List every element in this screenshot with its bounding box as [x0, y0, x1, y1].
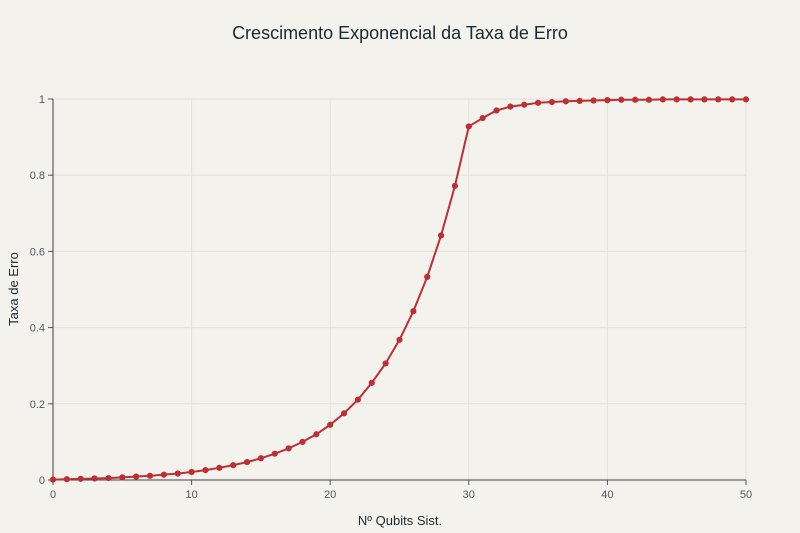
- data-point: [465, 123, 472, 130]
- data-point: [299, 438, 306, 445]
- data-point: [49, 476, 57, 483]
- data-point: [715, 96, 722, 103]
- series-line: [52, 98, 746, 481]
- data-point: [396, 336, 403, 343]
- data-point: [63, 476, 70, 483]
- data-point: [368, 379, 375, 386]
- y-tick-label: 0.2: [30, 399, 45, 411]
- data-point: [576, 97, 583, 105]
- data-point: [673, 96, 680, 103]
- x-tick-label: 50: [740, 489, 752, 501]
- data-point: [410, 308, 417, 315]
- axes: [52, 99, 746, 481]
- x-tick-label: 20: [324, 489, 336, 501]
- data-point: [632, 96, 639, 103]
- data-point: [160, 471, 167, 478]
- data-point: [133, 473, 140, 480]
- data-point: [188, 468, 195, 476]
- data-point: [174, 470, 181, 477]
- data-point: [521, 101, 528, 108]
- data-point: [687, 96, 694, 103]
- data-point: [271, 450, 278, 457]
- data-point: [285, 445, 292, 452]
- data-point: [493, 107, 500, 114]
- data-point: [313, 431, 320, 438]
- tick-labels: 0 10 20 30 40 50 0 0.2 0.4 0.6 0.8 1: [30, 94, 752, 501]
- data-point: [202, 466, 209, 474]
- data-point: [729, 96, 736, 103]
- data-point: [451, 182, 459, 189]
- data-point: [479, 114, 486, 122]
- x-axis-label: Nº Qubits Sist.: [358, 513, 442, 528]
- data-point: [548, 98, 556, 106]
- x-tick-label: 0: [50, 489, 56, 501]
- y-tick-label: 0.8: [30, 170, 45, 182]
- data-point: [243, 458, 251, 466]
- y-tick-label: 0.6: [30, 246, 45, 258]
- data-point: [701, 96, 708, 103]
- y-tick-label: 0.4: [30, 323, 45, 335]
- grid-lines: [53, 98, 747, 480]
- data-point: [535, 99, 542, 106]
- data-point: [146, 472, 154, 479]
- y-tick-label: 1: [39, 94, 45, 106]
- data-point: [230, 462, 237, 469]
- data-point: [77, 475, 84, 482]
- y-axis-label: Taxa de Erro: [6, 252, 21, 326]
- data-point: [119, 474, 126, 481]
- data-point: [507, 103, 514, 110]
- data-point: [354, 396, 362, 403]
- y-tick-label: 0: [39, 475, 45, 487]
- data-point: [562, 98, 569, 105]
- data-series: [49, 96, 750, 483]
- data-point: [91, 475, 98, 482]
- data-point: [424, 273, 431, 281]
- x-tick-label: 10: [185, 489, 197, 501]
- data-point: [216, 464, 223, 471]
- data-point: [105, 474, 112, 482]
- data-point: [257, 455, 264, 462]
- data-point: [437, 232, 445, 239]
- x-tick-label: 30: [463, 489, 475, 501]
- data-point: [382, 360, 389, 367]
- data-point: [659, 96, 666, 103]
- data-point: [645, 96, 653, 103]
- data-point: [604, 97, 611, 104]
- data-point: [742, 96, 750, 103]
- data-point: [590, 97, 597, 104]
- data-point: [327, 421, 334, 428]
- chart-title: Crescimento Exponencial da Taxa de Erro: [232, 23, 568, 43]
- data-point: [618, 96, 625, 103]
- data-point: [340, 410, 348, 417]
- x-tick-label: 40: [601, 489, 613, 501]
